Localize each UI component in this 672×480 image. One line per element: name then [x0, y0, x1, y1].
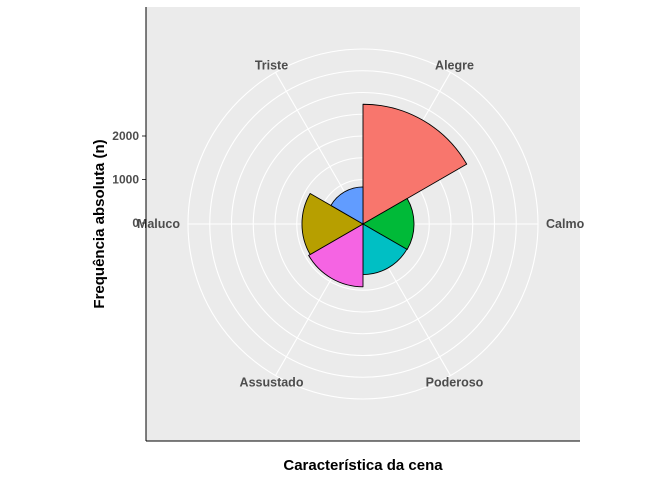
y-tick-label: 0: [132, 216, 139, 230]
category-label: Assustado: [240, 375, 304, 389]
y-tick-label: 2000: [112, 129, 139, 143]
wedge-assustado: [308, 223, 364, 288]
category-label: Maluco: [137, 217, 180, 231]
wedge-alegre: [362, 103, 468, 225]
category-label: Poderoso: [426, 375, 484, 389]
x-axis-title: Característica da cena: [283, 457, 443, 474]
category-label: Calmo: [546, 217, 585, 231]
wedge-maluco: [301, 193, 364, 255]
wedge-calmo: [362, 198, 415, 250]
category-labels: Alegre Calmo Poderoso Assustado Maluco Triste: [137, 59, 585, 390]
y-ticks: 0 1000 2000: [112, 129, 146, 230]
category-label: Alegre: [435, 59, 474, 73]
category-label: Triste: [255, 59, 288, 73]
wedge-poderoso: [362, 223, 408, 276]
wedge-triste: [330, 186, 364, 225]
wedges: [301, 103, 468, 288]
y-axis-title: Frequência absoluta (n): [91, 139, 108, 308]
y-tick-label: 1000: [112, 173, 139, 187]
